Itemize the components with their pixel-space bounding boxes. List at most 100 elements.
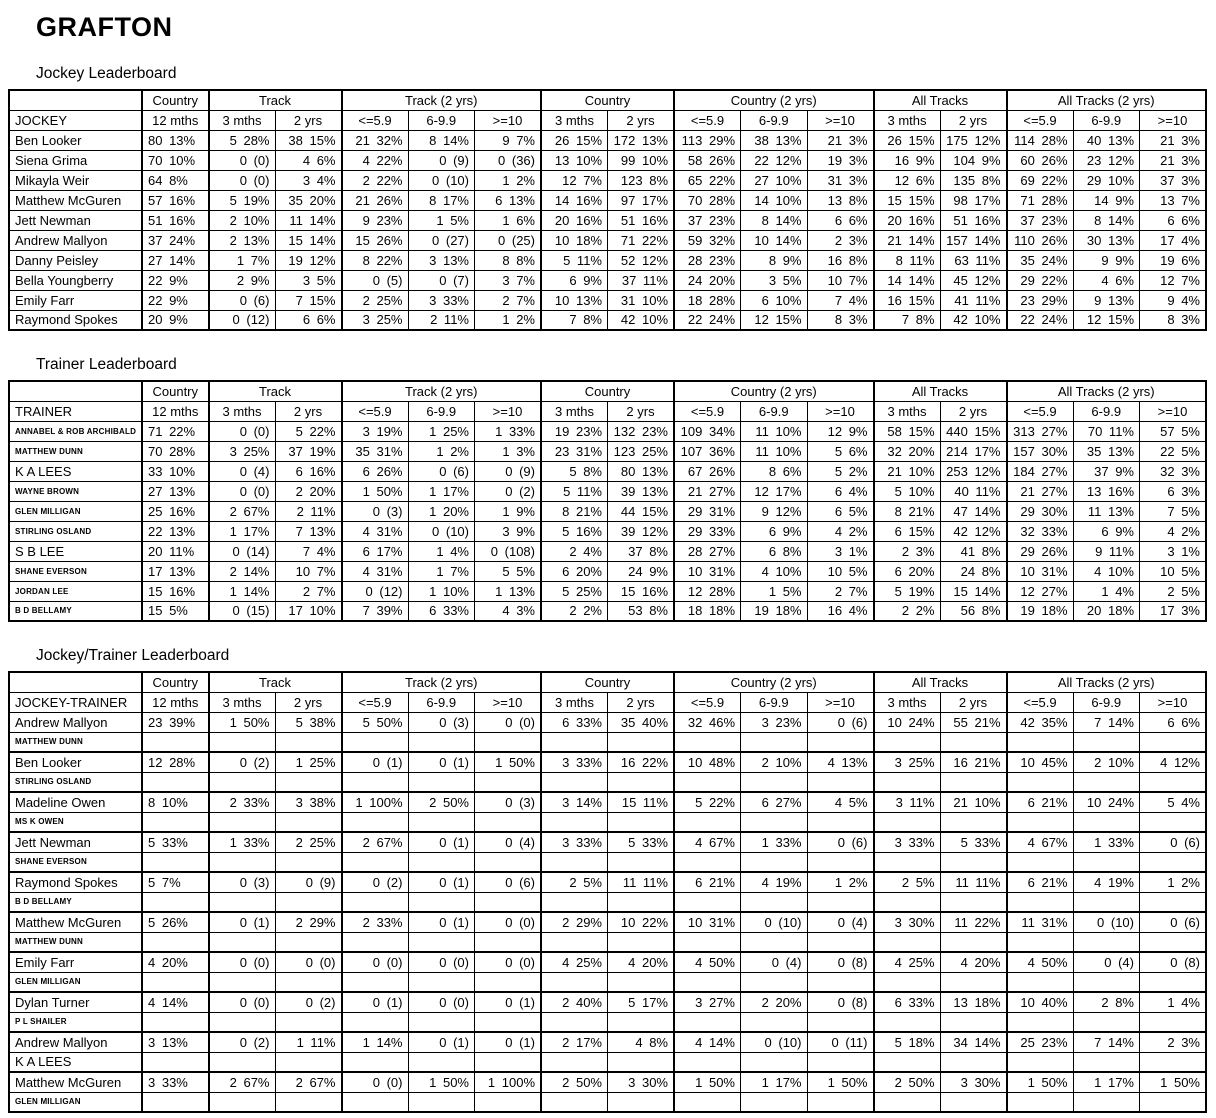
cell: 2 50% <box>407 791 475 813</box>
empty-cell <box>274 891 342 913</box>
cell: 0 (0) <box>474 711 542 733</box>
cell: 1 2% <box>474 169 542 191</box>
cell: 20 9% <box>141 309 209 331</box>
cell: 71 22% <box>141 420 209 442</box>
cell: 6 15% <box>872 520 941 542</box>
empty-cell <box>1072 1091 1140 1113</box>
cell: 4 3% <box>474 600 542 622</box>
cell: 13 8% <box>806 189 874 211</box>
cell: 21 10% <box>939 791 1007 813</box>
cell: 14 16% <box>540 189 608 211</box>
cell: 15 14% <box>939 580 1007 602</box>
empty-cell <box>207 1051 276 1073</box>
empty-cell <box>474 1051 542 1073</box>
empty-cell <box>1139 1091 1207 1113</box>
cell: 2 67% <box>207 500 276 522</box>
empty-cell <box>740 731 808 753</box>
empty-cell <box>1139 731 1207 753</box>
empty-cell <box>806 811 874 833</box>
cell: 107 36% <box>673 440 741 462</box>
cell: 28 27% <box>673 540 741 562</box>
jockey-trainer-leaderboard-table: Country Track Track (2 yrs) Country Country … <box>8 671 1207 1113</box>
trainer-sub-row: MATTHEW DUNN <box>8 931 1207 953</box>
cell: 214 17% <box>939 440 1007 462</box>
trainer-sub-row: P L SHAILER <box>8 1011 1207 1033</box>
cell: 10 22% <box>607 911 675 933</box>
cell: 23 39% <box>141 711 209 733</box>
group-header: All Tracks <box>872 89 1007 111</box>
column-header: 6-9.9 <box>740 109 808 131</box>
cell: 0 (0) <box>340 951 409 973</box>
cell: 12 6% <box>872 169 941 191</box>
column-header: 6-9.9 <box>740 400 808 422</box>
cell: 1 5% <box>740 580 808 602</box>
cell: 1 5% <box>407 209 475 231</box>
cell: 11 22% <box>939 911 1007 933</box>
cell: 2 67% <box>340 831 409 853</box>
cell: 7 13% <box>274 520 342 542</box>
column-header: 2 yrs <box>607 400 675 422</box>
cell: 2 2% <box>872 600 941 622</box>
cell: 0 (2) <box>207 751 276 773</box>
cell: 17 10% <box>274 600 342 622</box>
empty-cell <box>806 851 874 873</box>
cell: 5 38% <box>274 711 342 733</box>
empty-cell <box>274 731 342 753</box>
empty-cell <box>340 771 409 793</box>
cell: 25 16% <box>141 500 209 522</box>
cell: 10 31% <box>673 560 741 582</box>
cell: 8 6% <box>740 460 808 482</box>
group-header: Country <box>540 89 675 111</box>
column-header: >=10 <box>1139 109 1207 131</box>
cell: 23 31% <box>540 440 608 462</box>
cell: 1 14% <box>340 1031 409 1053</box>
empty-cell <box>806 731 874 753</box>
cell: 2 67% <box>274 1071 342 1093</box>
table-row: Andrew Mallyon 3 13% 0 (2) 1 11% 1 14% 0 (1) 0… <box>8 1031 1207 1053</box>
empty-cell <box>1072 971 1140 993</box>
cell: 4 50% <box>673 951 741 973</box>
cell: 0 (0) <box>474 951 542 973</box>
empty-cell <box>1072 931 1140 953</box>
cell: 1 9% <box>474 500 542 522</box>
empty-cell <box>207 931 276 953</box>
cell: 5 19% <box>207 189 276 211</box>
cell: 0 (2) <box>207 1031 276 1053</box>
cell: 20 16% <box>872 209 941 231</box>
cell: 14 9% <box>1072 189 1140 211</box>
cell: 33 10% <box>141 460 209 482</box>
empty-cell <box>607 1091 675 1113</box>
cell: 3 5% <box>274 269 342 291</box>
cell: 98 17% <box>939 189 1007 211</box>
cell: 80 13% <box>607 460 675 482</box>
cell: 184 27% <box>1005 460 1074 482</box>
column-header: <=5.9 <box>1005 691 1074 713</box>
empty-cell <box>939 811 1007 833</box>
cell: 0 (0) <box>207 991 276 1013</box>
empty-cell <box>540 971 608 993</box>
cell: 6 26% <box>340 460 409 482</box>
cell: 2 8% <box>1072 991 1140 1013</box>
column-header: 3 mths <box>207 400 276 422</box>
empty-cell <box>740 771 808 793</box>
cell: 4 20% <box>607 951 675 973</box>
empty-cell <box>1139 931 1207 953</box>
cell: 22 24% <box>673 309 741 331</box>
empty-cell <box>274 931 342 953</box>
cell: 6 6% <box>274 309 342 331</box>
column-header: 6-9.9 <box>407 400 475 422</box>
cell: 1 4% <box>407 540 475 562</box>
empty-cell <box>474 1011 542 1033</box>
cell: 1 20% <box>407 500 475 522</box>
trainer-name: S B LEE <box>8 540 143 562</box>
cell: 15 5% <box>141 600 209 622</box>
empty-cell <box>141 1091 209 1113</box>
cell: 29 31% <box>673 500 741 522</box>
empty-cell <box>1139 1051 1207 1073</box>
cell: 0 (6) <box>1139 831 1207 853</box>
cell: 0 (1) <box>407 831 475 853</box>
cell: 6 6% <box>1139 209 1207 231</box>
cell: 0 (3) <box>407 711 475 733</box>
empty-cell <box>540 1011 608 1033</box>
cell: 0 (0) <box>207 480 276 502</box>
